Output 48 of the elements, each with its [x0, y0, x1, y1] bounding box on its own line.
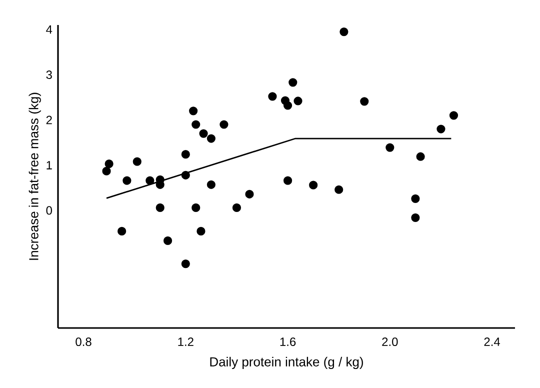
y-tick-label: 0: [46, 206, 52, 215]
x-axis-title: Daily protein intake (g / kg): [210, 356, 363, 370]
point: [192, 120, 200, 129]
point: [192, 203, 200, 212]
point: [199, 129, 208, 138]
point: [146, 176, 154, 185]
point: [206, 134, 216, 143]
point: [118, 226, 126, 236]
point: [436, 124, 446, 134]
point: [104, 160, 114, 168]
point: [156, 203, 164, 212]
point: [411, 213, 420, 222]
point: [416, 152, 425, 161]
point: [102, 166, 111, 176]
point: [181, 170, 190, 180]
point: [122, 176, 132, 185]
point: [220, 120, 228, 129]
x-tick-label: 0.8: [76, 338, 92, 346]
point: [334, 185, 344, 194]
point: [181, 150, 190, 159]
x-tick-label: 1.2: [178, 338, 194, 346]
point: [294, 96, 302, 106]
point: [196, 226, 206, 236]
x-tick-label: 2.0: [382, 338, 398, 346]
point: [309, 180, 318, 190]
point: [411, 194, 420, 203]
point: [268, 92, 277, 101]
y-tick-label: 4: [46, 25, 52, 34]
point: [360, 97, 369, 106]
point: [283, 176, 292, 185]
y-tick-label: 3: [46, 70, 52, 79]
point: [449, 111, 458, 120]
point: [245, 190, 254, 198]
point: [163, 236, 172, 246]
point: [340, 27, 348, 36]
point: [288, 78, 298, 87]
point: [232, 203, 242, 212]
point: [181, 259, 190, 268]
point: [206, 180, 216, 189]
point: [189, 106, 198, 116]
y-tick-label: 1: [46, 161, 52, 170]
point: [132, 157, 142, 166]
y-tick-label: 2: [46, 116, 52, 124]
point: [386, 143, 394, 152]
x-tick-label: 1.6: [280, 338, 296, 346]
y-axis-title: Increase in fat-free mass (kg): [28, 92, 41, 260]
point: [283, 101, 292, 110]
x-tick-label: 2.4: [484, 338, 500, 346]
